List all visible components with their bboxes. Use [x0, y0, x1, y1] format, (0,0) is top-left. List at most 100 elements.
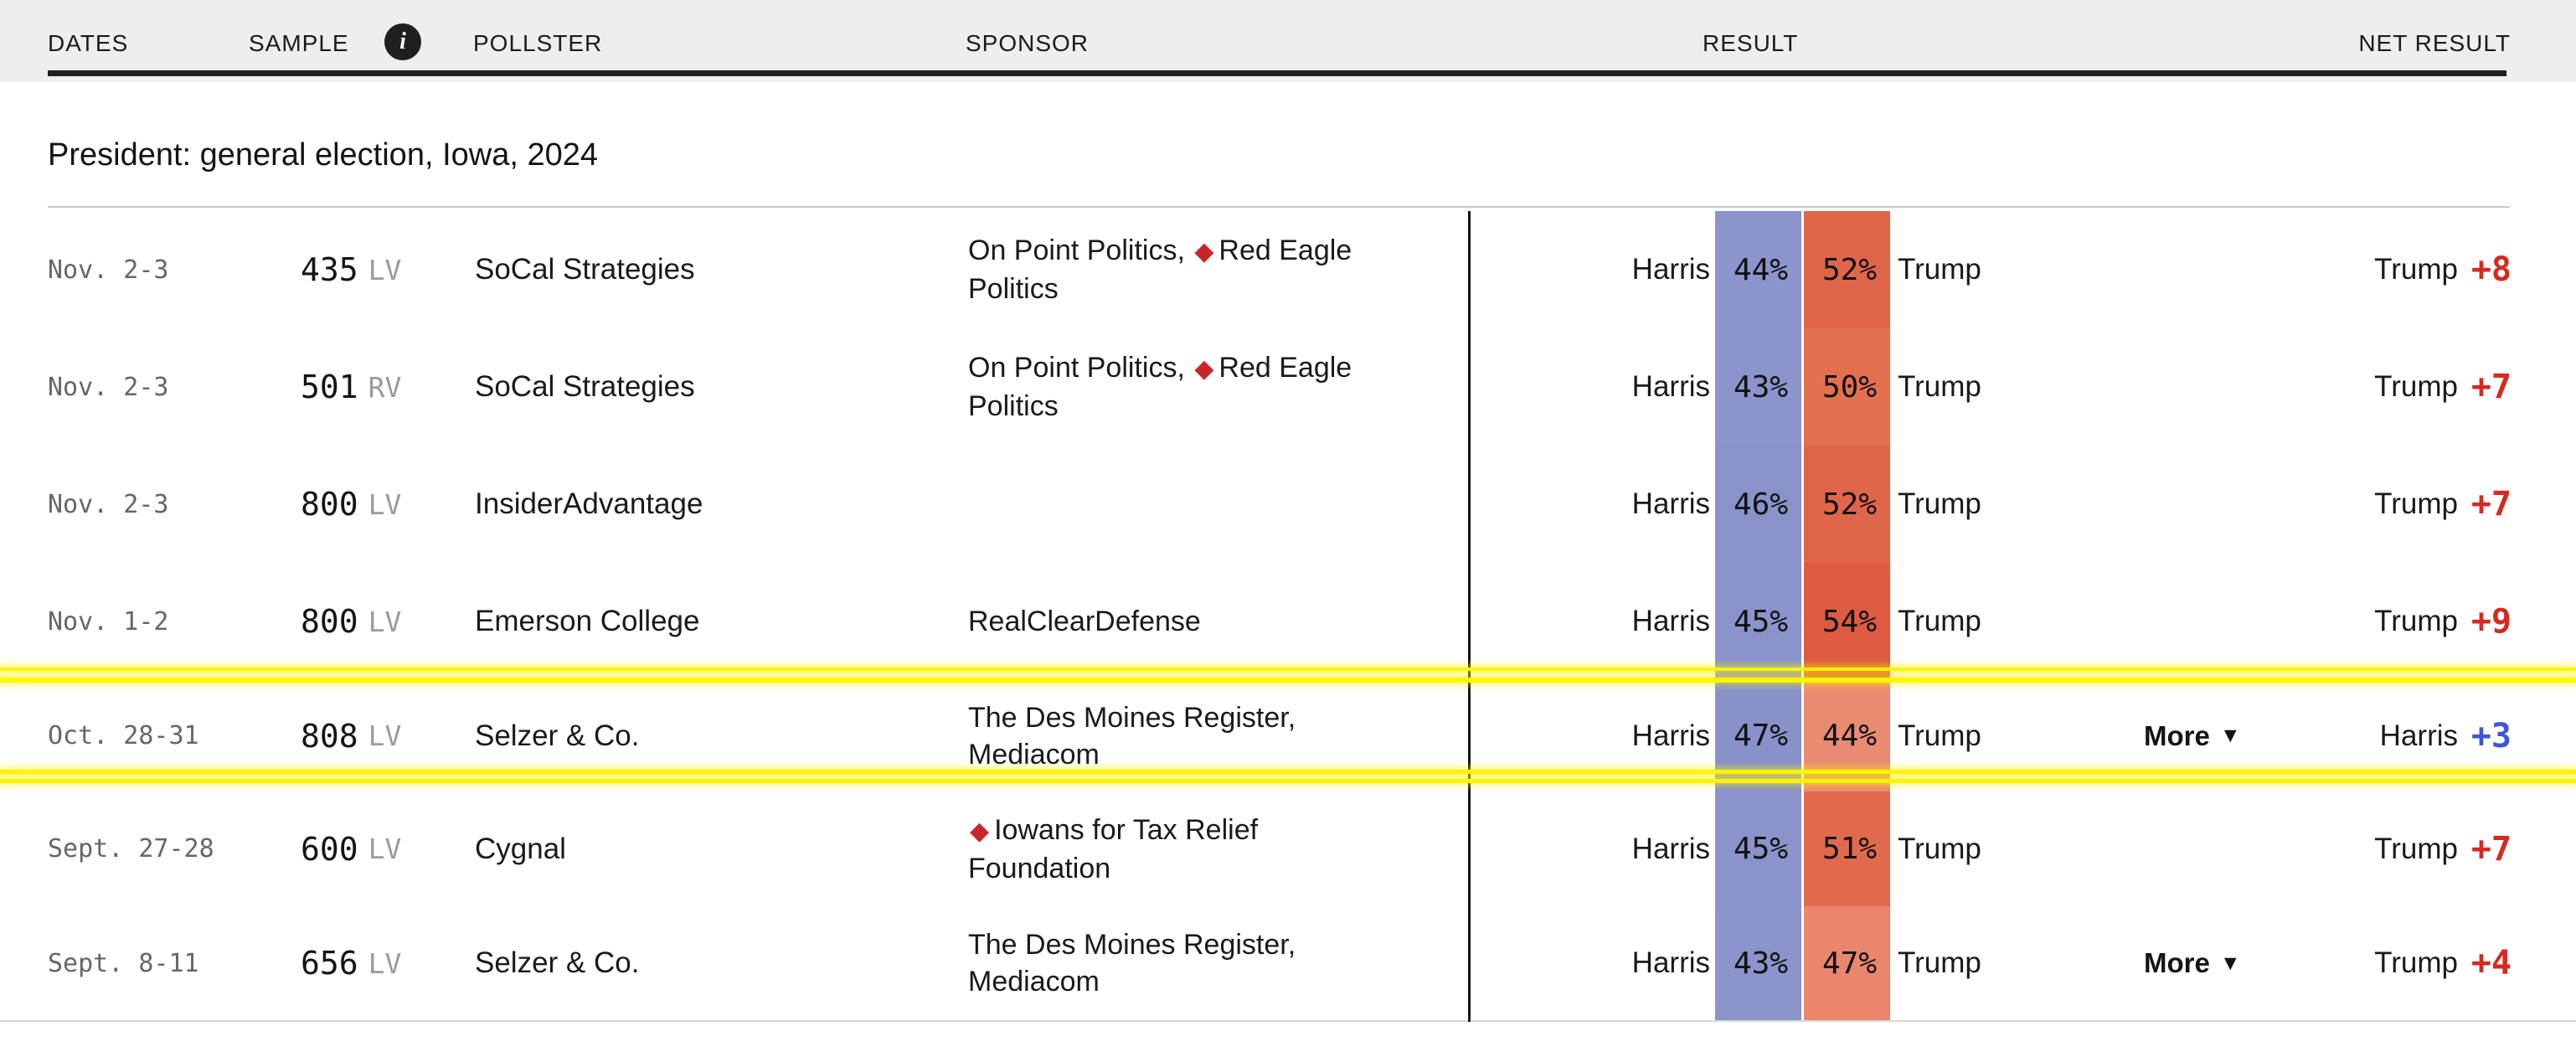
poll-row: Sept. 27-28 600 LV Cygnal ◆ Iowans for Ta…: [0, 791, 2576, 908]
rep-name: Trump: [1898, 719, 1981, 752]
sample-type: LV: [368, 605, 402, 638]
rep-pct: 54%: [1821, 604, 1877, 639]
dem-name: Harris: [1631, 719, 1710, 752]
net-value: +9: [2470, 602, 2512, 641]
dem-pct: 45%: [1733, 832, 1788, 866]
poll-dates: Oct. 28-31: [48, 721, 199, 750]
sample-info-icon[interactable]: i: [384, 23, 421, 60]
sponsor-cell: On Point Politics, ◆ Red Eagle Politics: [968, 211, 1404, 328]
net-value: +3: [2470, 716, 2512, 755]
dem-name: Harris: [1631, 487, 1710, 520]
poll-row: Nov. 2-3 435 LV SoCal Strategies On Poin…: [0, 211, 2576, 330]
dem-name: Harris: [1631, 253, 1710, 286]
column-header-pollster: POLLSTER: [473, 30, 603, 56]
sample-type: RV: [368, 370, 402, 404]
dem-pct: 46%: [1733, 487, 1788, 522]
net-label: Trump: [2374, 946, 2458, 979]
sponsor-text-after: Red Eagle Politics: [968, 235, 1352, 305]
sponsor-text-after: Red Eagle Politics: [968, 352, 1352, 422]
sample-type: LV: [368, 253, 402, 286]
net-value: +4: [2470, 944, 2512, 982]
rep-name: Trump: [1898, 605, 1981, 637]
net-value: +8: [2470, 250, 2512, 289]
dem-pct-cell: 43%: [1715, 328, 1801, 446]
poll-dates: Sept. 8-11: [48, 948, 199, 978]
poll-dates: Nov. 2-3: [48, 489, 169, 519]
net-label: Trump: [2374, 370, 2458, 403]
rep-pct: 52%: [1821, 487, 1877, 522]
rep-name: Trump: [1898, 832, 1981, 865]
net-value: +7: [2470, 368, 2512, 406]
sample-size: 600: [301, 830, 358, 868]
sponsor-text-before: On Point Politics,: [968, 352, 1193, 384]
more-button[interactable]: More ▼: [2144, 906, 2241, 1020]
column-header-net-result: NET RESULT: [2358, 30, 2511, 56]
sample-type: LV: [368, 719, 402, 752]
pollster-name: Cygnal: [475, 832, 566, 865]
dem-name: Harris: [1631, 605, 1710, 637]
column-header-dates: DATES: [48, 30, 129, 56]
poll-dates: Nov. 2-3: [48, 255, 169, 285]
dem-pct-cell: 47%: [1715, 680, 1801, 791]
dem-pct: 47%: [1733, 719, 1788, 753]
pollster-name: Emerson College: [475, 605, 700, 637]
sample-type: LV: [368, 946, 402, 980]
sample-cell: 808 LV: [301, 680, 401, 791]
sponsor-cell: [968, 446, 1404, 563]
poll-row: Oct. 28-31 808 LV Selzer & Co. The Des M…: [0, 680, 2576, 793]
sample-size: 435: [301, 251, 358, 288]
header-underline: [48, 70, 2506, 76]
poll-row: Nov. 2-3 800 LV InsiderAdvantage Harris …: [0, 446, 2576, 565]
rep-pct: 51%: [1821, 832, 1877, 866]
sponsor-text-after: The Des Moines Register, Mediacom: [968, 929, 1296, 998]
sponsor-cell: On Point Politics, ◆ Red Eagle Politics: [968, 328, 1404, 446]
poll-dates: Sept. 27-28: [48, 834, 214, 864]
dem-pct: 43%: [1733, 946, 1788, 981]
net-label: Trump: [2374, 605, 2458, 637]
dem-pct-cell: 46%: [1715, 446, 1801, 563]
sample-size: 656: [301, 945, 358, 982]
more-button[interactable]: More ▼: [2144, 680, 2241, 791]
net-label: Trump: [2374, 832, 2458, 865]
sponsor-text-after: Iowans for Tax Relief Foundation: [968, 813, 1259, 884]
annotation-highlight-line-bottom-inner: [0, 770, 2576, 774]
sponsor-text-after: The Des Moines Register, Mediacom: [968, 701, 1296, 771]
rep-name: Trump: [1898, 946, 1981, 979]
net-value: +7: [2470, 829, 2512, 869]
annotation-highlight-line-top-outer: [0, 668, 2576, 671]
rep-pct-cell: 47%: [1804, 906, 1890, 1020]
dem-name: Harris: [1631, 832, 1710, 865]
rep-pct-cell: 44%: [1804, 680, 1890, 791]
column-header-sample: SAMPLE: [249, 30, 349, 56]
sponsor-text-before: On Point Politics,: [968, 235, 1193, 266]
result-divider-line: [1468, 211, 1471, 1022]
sample-cell: 501 RV: [301, 328, 401, 446]
rep-pct-cell: 52%: [1804, 211, 1890, 328]
sponsor-cell: ◆ Iowans for Tax Relief Foundation: [968, 791, 1404, 906]
sponsor-diamond-icon: ◆: [1194, 238, 1214, 266]
pollster-name: InsiderAdvantage: [475, 487, 703, 520]
pollster-name: Selzer & Co.: [475, 946, 640, 979]
rep-pct-cell: 54%: [1804, 563, 1890, 680]
pollster-name: SoCal Strategies: [475, 370, 695, 403]
annotation-highlight-line-bottom-outer: [0, 779, 2576, 783]
dem-pct: 43%: [1733, 369, 1788, 405]
sponsor-diamond-icon: ◆: [970, 817, 990, 845]
rep-name: Trump: [1898, 370, 1981, 403]
sample-size: 808: [301, 717, 358, 755]
rep-pct: 44%: [1821, 719, 1877, 753]
sample-size: 800: [301, 486, 358, 523]
poll-dates: Nov. 2-3: [48, 372, 169, 402]
dem-pct-cell: 45%: [1715, 563, 1801, 680]
title-divider: [48, 206, 2510, 208]
table-header: DATES SAMPLE i POLLSTER SPONSOR RESULT N…: [0, 0, 2576, 82]
net-label: Harris: [2379, 719, 2458, 752]
dem-pct-cell: 44%: [1715, 211, 1801, 328]
net-value: +7: [2470, 485, 2512, 523]
sponsor-cell: The Des Moines Register, Mediacom: [968, 906, 1404, 1020]
poll-row: Nov. 1-2 800 LV Emerson College RealClea…: [0, 563, 2576, 682]
pollster-name: SoCal Strategies: [475, 253, 695, 286]
dem-pct-cell: 45%: [1715, 791, 1801, 906]
rep-pct: 52%: [1821, 252, 1877, 287]
